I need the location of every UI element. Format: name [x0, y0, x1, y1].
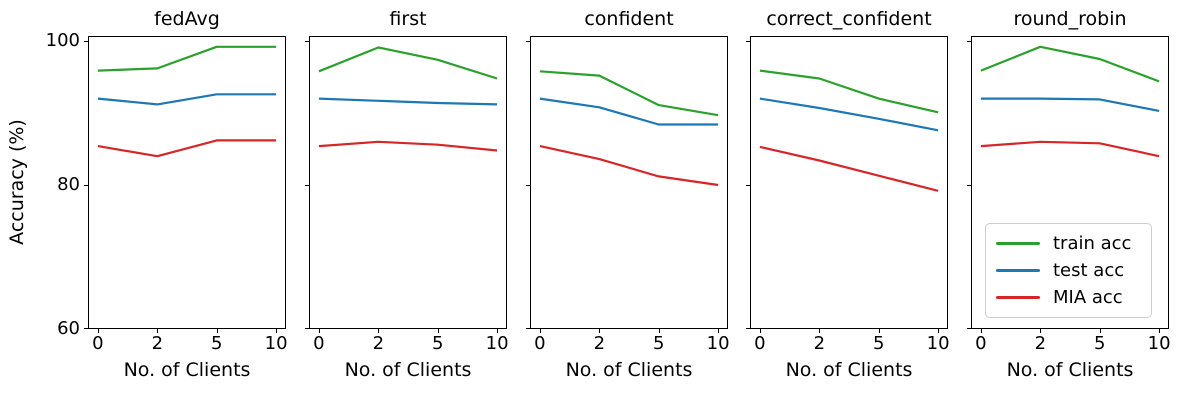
line-train-acc — [980, 45, 1160, 83]
line-MIA-acc — [318, 140, 498, 152]
line-MIA-acc — [97, 139, 277, 158]
line-train-acc — [97, 45, 277, 72]
legend-label: train acc — [1053, 232, 1132, 254]
x-axis-label: No. of Clients — [344, 359, 472, 381]
legend: train acc test acc MIA acc — [985, 223, 1152, 318]
x-tick-label: 0 — [975, 333, 987, 354]
plot-area — [84, 36, 286, 333]
y-tick-label: 100 — [45, 30, 80, 52]
subplot-fedAvg: fedAvg 0 2 5 10 No. of Clients — [84, 0, 288, 400]
x-tick-label: 0 — [534, 333, 546, 354]
x-tick-label: 0 — [92, 333, 104, 354]
line-train-acc — [539, 70, 719, 117]
axes-spines — [309, 36, 507, 329]
legend-label: test acc — [1053, 259, 1125, 281]
x-tick-label: 0 — [313, 333, 325, 354]
y-tick-label: 80 — [57, 174, 80, 196]
line-MIA-acc — [759, 145, 939, 192]
line-test-acc — [980, 97, 1160, 112]
subplot-confident: confident 0 2 5 10 No. of Clients — [526, 0, 730, 400]
x-tick-label: 2 — [1034, 333, 1047, 354]
y-tick-label: 60 — [57, 318, 80, 339]
axes-spines — [971, 36, 1169, 329]
line-test-acc — [97, 93, 277, 106]
line-MIA-acc — [539, 145, 719, 187]
plot-area — [526, 36, 728, 333]
legend-line-swatch — [996, 269, 1040, 272]
subplot-title: first — [389, 8, 427, 30]
x-tick-label: 5 — [872, 333, 885, 354]
x-tick-label: 2 — [372, 333, 385, 354]
x-axis-label: No. of Clients — [123, 359, 251, 381]
x-axis-label: No. of Clients — [785, 359, 913, 381]
x-tick-label: 5 — [210, 333, 223, 354]
line-test-acc — [759, 97, 939, 132]
subplot-round_robin: round_robin 0 2 5 10 No. of Clients — [967, 0, 1171, 400]
line-MIA-acc — [980, 140, 1160, 158]
legend-entry-test-acc: test acc — [996, 257, 1141, 284]
line-test-acc — [539, 97, 719, 126]
subplot-title: fedAvg — [154, 8, 220, 30]
plot-area — [746, 36, 948, 333]
x-axis-label: No. of Clients — [565, 359, 693, 381]
line-train-acc — [759, 69, 939, 114]
axes-spines — [88, 36, 286, 329]
subplot-title: round_robin — [1013, 8, 1127, 30]
x-tick-label: 10 — [264, 333, 288, 354]
plot-area — [305, 36, 507, 333]
subplot-title: correct_confident — [766, 8, 932, 30]
subplot-title: confident — [584, 8, 674, 30]
x-tick-label: 2 — [813, 333, 826, 354]
axes-spines — [530, 36, 728, 329]
x-tick-label: 10 — [1147, 333, 1171, 354]
subplot-correct_confident: correct_confident 0 2 5 10 No. of Clients — [746, 0, 950, 400]
y-axis-label: Accuracy (%) — [6, 119, 28, 245]
axes-spines — [750, 36, 948, 329]
legend-entry-MIA-acc: MIA acc — [996, 284, 1141, 311]
x-tick-label: 5 — [1093, 333, 1106, 354]
x-tick-label: 2 — [151, 333, 164, 354]
x-tick-label: 2 — [593, 333, 606, 354]
x-tick-label: 10 — [485, 333, 509, 354]
legend-line-swatch — [996, 242, 1040, 245]
legend-label: MIA acc — [1053, 286, 1123, 308]
line-train-acc — [318, 46, 498, 80]
x-axis-label: No. of Clients — [1006, 359, 1134, 381]
legend-line-swatch — [996, 296, 1040, 299]
plot-area — [967, 36, 1169, 333]
x-tick-label: 5 — [652, 333, 665, 354]
line-test-acc — [318, 97, 498, 106]
x-tick-label: 0 — [754, 333, 766, 354]
x-tick-label: 10 — [706, 333, 730, 354]
x-tick-label: 10 — [926, 333, 950, 354]
subplot-first: first 0 2 5 10 No. of Clients — [305, 0, 509, 400]
legend-entry-train-acc: train acc — [996, 230, 1141, 257]
x-tick-label: 5 — [431, 333, 444, 354]
